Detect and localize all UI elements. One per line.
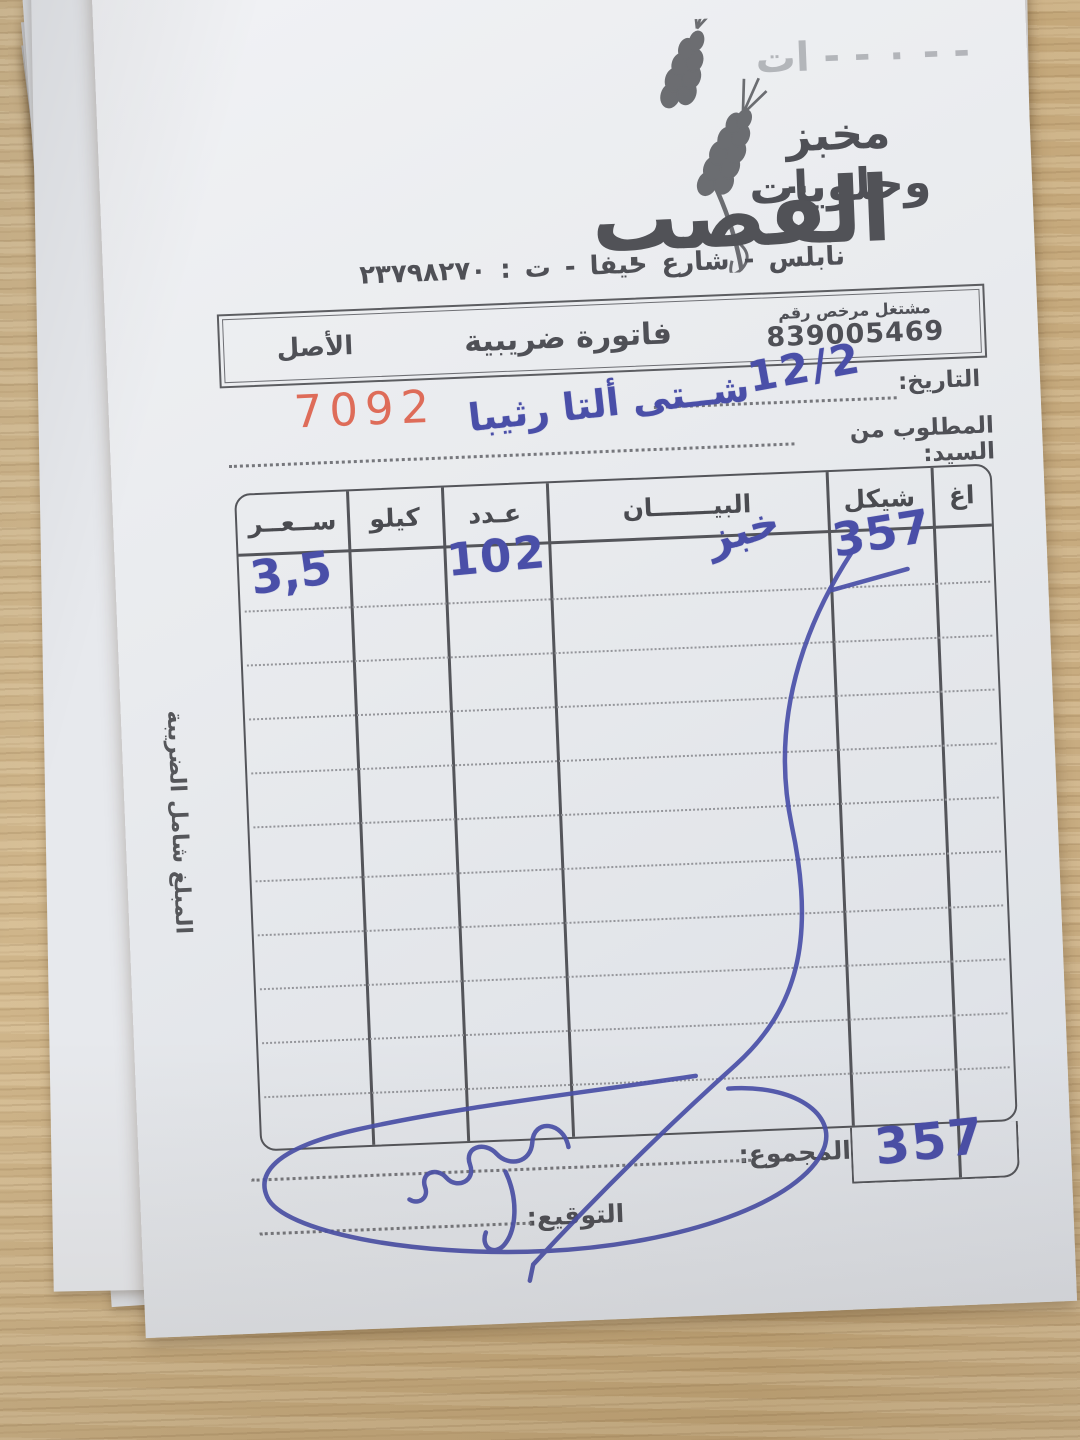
wheat-stalk-icon xyxy=(660,15,768,276)
pen-s-curve xyxy=(527,538,862,1283)
amount-underline xyxy=(830,566,910,593)
receipt-sheet: - - ٠ - - ات مخبز وحلويات القصب ناب xyxy=(90,0,1078,1339)
pen-flourish-and-signature xyxy=(262,538,910,1283)
signature-descender xyxy=(482,1169,517,1253)
pen-loop xyxy=(262,1073,829,1255)
signature-scribble xyxy=(407,1123,571,1204)
